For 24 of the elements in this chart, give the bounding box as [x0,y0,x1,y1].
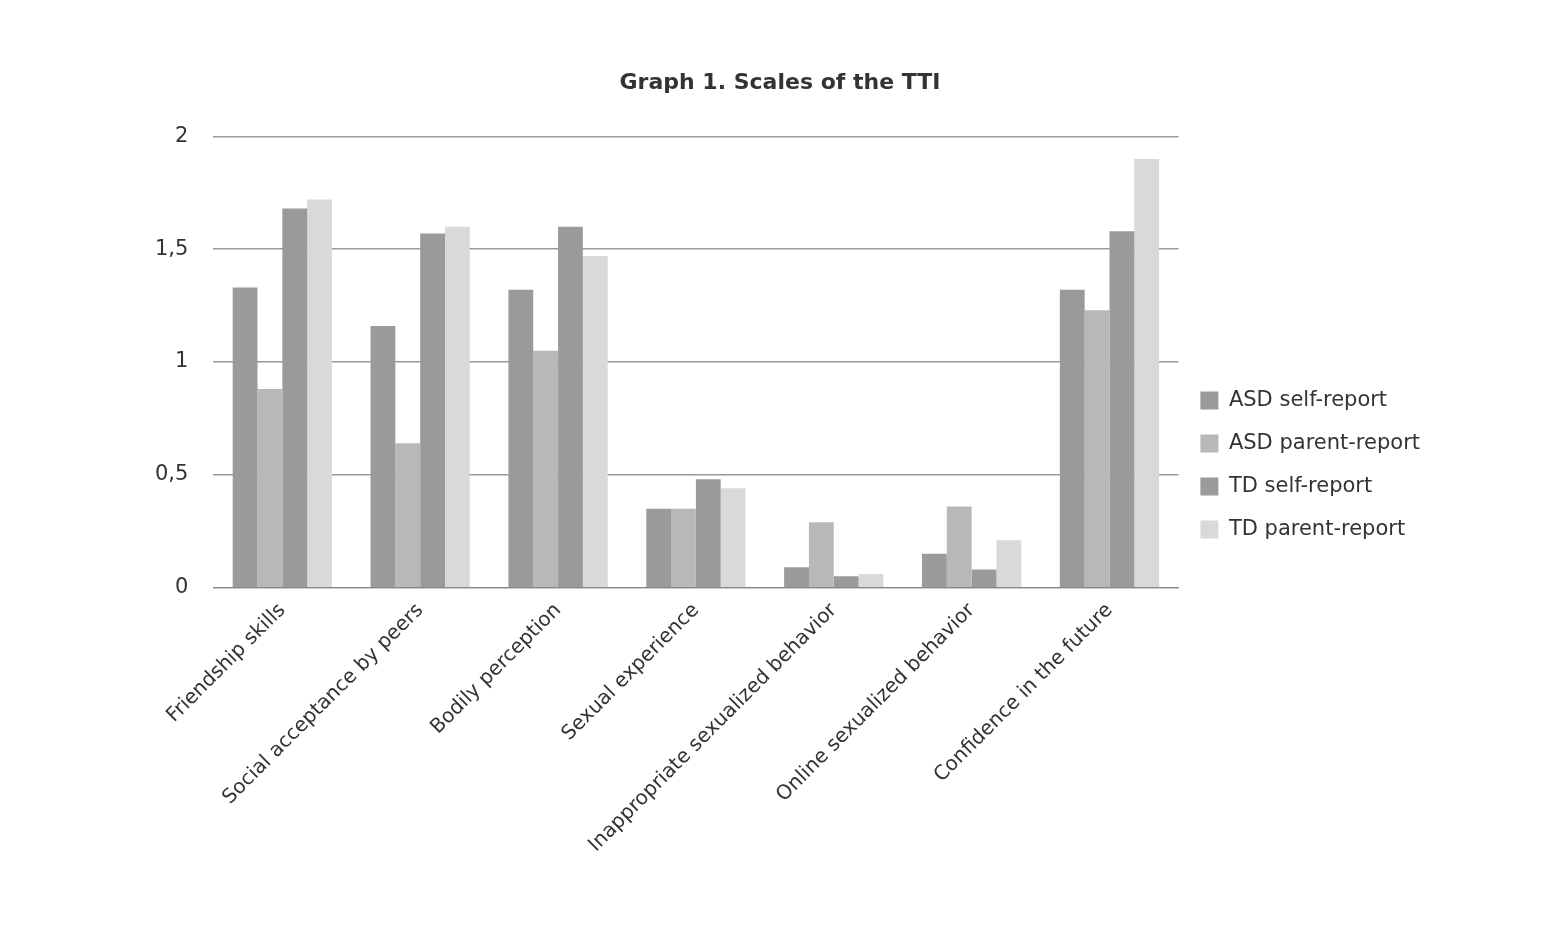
legend-label: ASD parent-report [1228,429,1420,454]
bar [671,508,696,587]
bar [257,389,283,587]
y-tick-label: 2 [175,122,189,147]
bar [445,226,470,587]
bar [946,506,972,587]
y-tick-label: 1 [175,348,189,373]
bar [533,350,559,587]
chart-title: Graph 1. Scales of the TTI [619,68,941,94]
bar [395,443,421,587]
legend-label: TD self-report [1227,472,1373,497]
legend-label: TD parent-report [1227,515,1406,540]
bar [858,574,884,587]
bar [1084,310,1110,587]
bar [307,199,332,587]
legend-label: ASD self-report [1228,386,1388,411]
y-tick-label: 0,5 [154,461,189,486]
y-tick-label: 0 [175,574,189,599]
bar [582,255,608,587]
bar [996,540,1022,587]
bar [1134,158,1160,587]
bar [720,488,746,587]
y-tick-label: 1,5 [154,235,189,260]
bar [808,522,834,587]
